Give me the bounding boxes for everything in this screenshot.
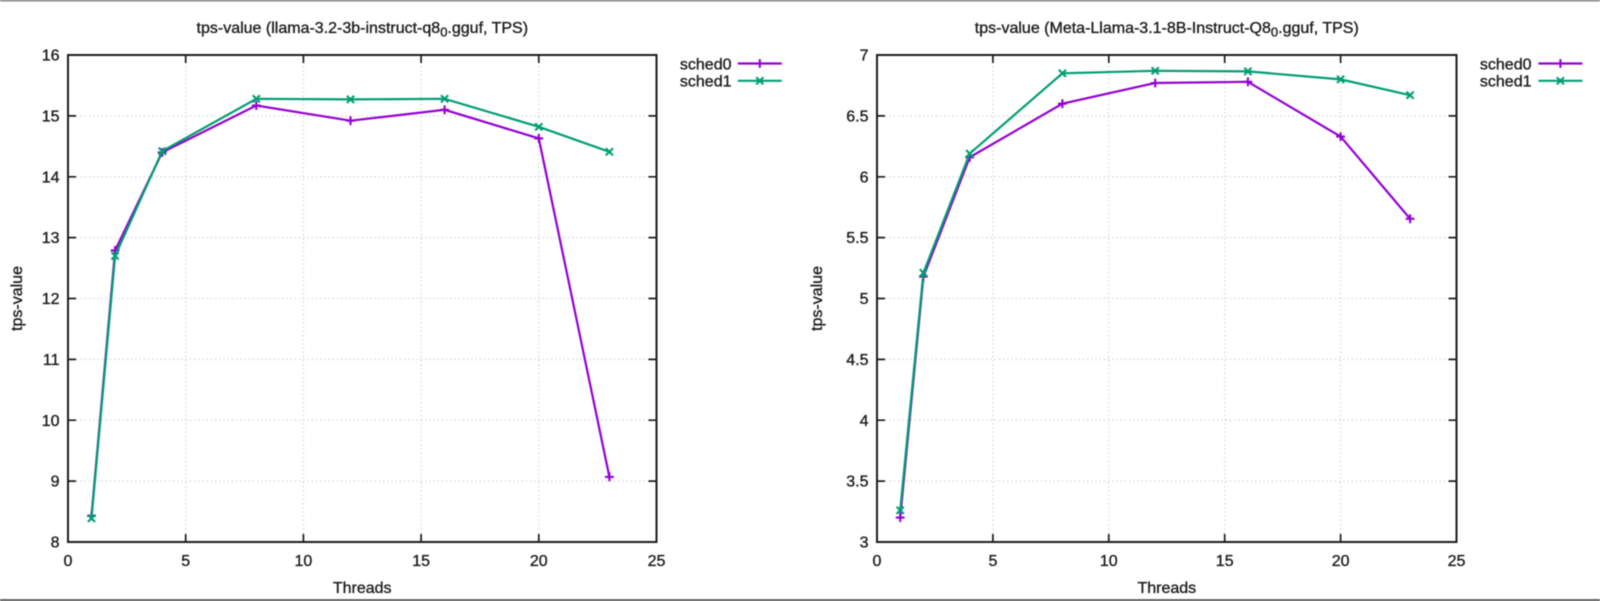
svg-text:10: 10 [1100, 553, 1118, 570]
svg-text:15: 15 [42, 109, 60, 126]
svg-text:10: 10 [42, 413, 60, 430]
svg-text:5.5: 5.5 [846, 230, 868, 247]
svg-text:tps-value: tps-value [9, 266, 26, 331]
svg-text:4.5: 4.5 [846, 352, 868, 369]
svg-text:Threads: Threads [333, 580, 392, 597]
svg-text:8: 8 [51, 535, 60, 552]
svg-text:0: 0 [873, 553, 882, 570]
svg-text:11: 11 [43, 352, 60, 369]
svg-text:10: 10 [295, 553, 313, 570]
svg-text:5: 5 [860, 291, 869, 308]
svg-text:3: 3 [860, 535, 869, 552]
svg-text:sched0: sched0 [680, 56, 732, 73]
svg-text:15: 15 [1216, 553, 1234, 570]
svg-text:tps-value (Meta-Llama-3.1-8B-I: tps-value (Meta-Llama-3.1-8B-Instruct-Q8… [975, 20, 1359, 40]
svg-text:Threads: Threads [1137, 580, 1196, 597]
svg-text:5: 5 [181, 553, 190, 570]
svg-text:7: 7 [860, 48, 869, 65]
svg-text:13: 13 [42, 230, 60, 247]
svg-text:15: 15 [412, 553, 430, 570]
svg-text:16: 16 [42, 48, 60, 65]
svg-text:tps-value: tps-value [809, 266, 826, 331]
svg-text:9: 9 [51, 474, 60, 491]
svg-text:4: 4 [860, 413, 869, 430]
svg-text:25: 25 [648, 553, 666, 570]
svg-text:sched0: sched0 [1480, 56, 1532, 73]
svg-text:25: 25 [1448, 553, 1466, 570]
svg-text:sched1: sched1 [680, 74, 732, 91]
svg-text:20: 20 [530, 553, 548, 570]
svg-text:20: 20 [1332, 553, 1350, 570]
svg-text:14: 14 [42, 169, 60, 186]
svg-text:tps-value (llama-3.2-3b-instru: tps-value (llama-3.2-3b-instruct-q80.ggu… [197, 20, 529, 40]
svg-text:12: 12 [42, 291, 60, 308]
svg-text:5: 5 [988, 553, 997, 570]
svg-text:6.5: 6.5 [846, 109, 868, 126]
svg-text:0: 0 [64, 553, 73, 570]
svg-text:6: 6 [860, 169, 869, 186]
svg-text:3.5: 3.5 [846, 474, 868, 491]
svg-text:sched1: sched1 [1480, 74, 1532, 91]
